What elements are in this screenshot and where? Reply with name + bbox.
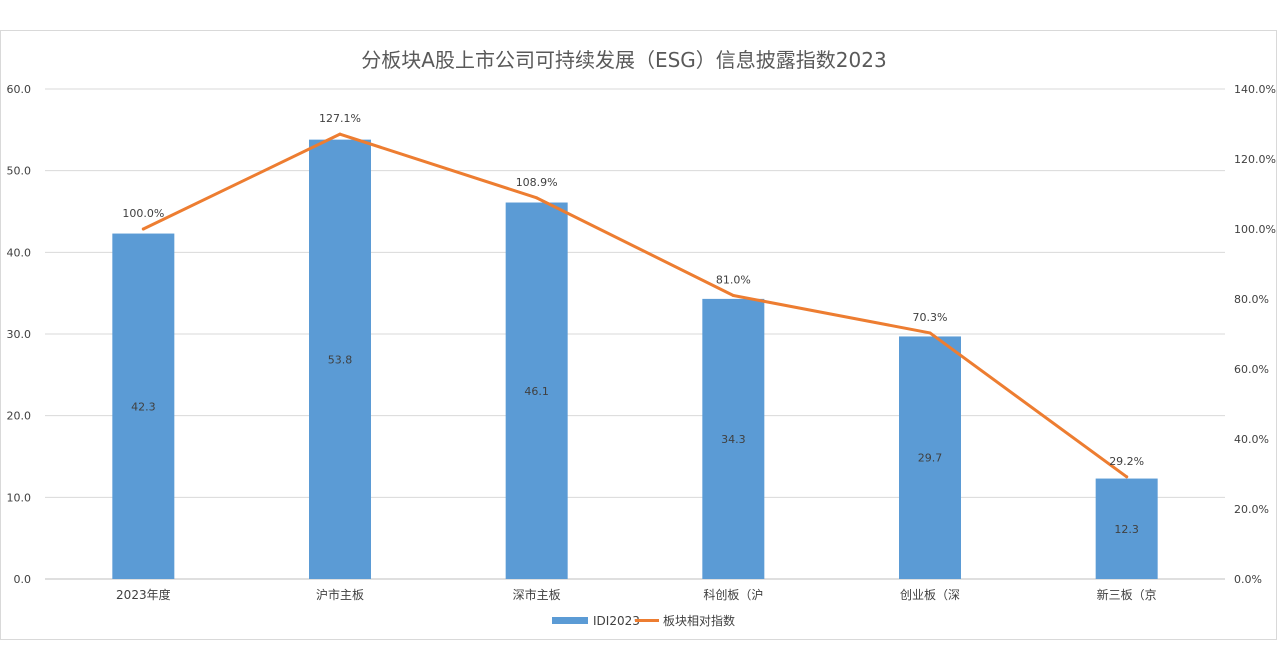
line-data-label: 127.1% [319, 112, 361, 125]
left-axis: 0.0 10.0 20.0 30.0 40.0 50.0 60.0 [7, 83, 32, 586]
chart-frame: 分板块A股上市公司可持续发展（ESG）信息披露指数2023 0.0 10.0 20.… [0, 30, 1277, 640]
gridlines [45, 88, 1225, 580]
right-tick-label: 100.0% [1234, 223, 1276, 236]
bar-data-label: 12.3 [1114, 523, 1139, 536]
category-label: 科创板（沪 [703, 588, 763, 602]
left-tick-label: 60.0 [7, 83, 32, 96]
bar-data-label: 29.7 [918, 452, 943, 465]
line-data-label: 100.0% [122, 207, 164, 220]
bar [309, 139, 371, 579]
line-series: 100.0% 127.1% 108.9% 81.0% 70.3% 29.2% [122, 112, 1144, 479]
right-tick-label: 20.0% [1234, 503, 1269, 516]
series-line [141, 132, 1129, 479]
legend-bar-label: IDI2023 [593, 614, 640, 628]
bar [112, 233, 175, 580]
legend-line-label: 板块相对指数 [663, 613, 735, 628]
right-tick-label: 120.0% [1234, 153, 1276, 166]
bar [1095, 478, 1158, 579]
bar-data-label: 42.3 [131, 400, 156, 413]
category-label: 2023年度 [116, 587, 171, 602]
left-tick-label: 0.0 [14, 573, 32, 586]
line-data-label: 70.3% [913, 311, 948, 324]
category-label: 沪市主板 [316, 587, 364, 602]
right-axis: 0.0% 20.0% 40.0% 60.0% 80.0% 100.0% 120.0% 140.… [1234, 83, 1276, 586]
left-tick-label: 50.0 [7, 165, 32, 178]
line-point [928, 331, 932, 335]
right-tick-label: 80.0% [1234, 293, 1269, 306]
category-label: 深市主板 [513, 587, 561, 602]
chart-title: 分板块A股上市公司可持续发展（ESG）信息披露指数2023 [361, 48, 886, 72]
right-tick-label: 140.0% [1234, 83, 1276, 96]
line-data-label: 108.9% [516, 176, 558, 189]
line-data-label: 29.2% [1109, 455, 1144, 468]
right-tick-label: 0.0% [1234, 573, 1262, 586]
line-point [1125, 475, 1129, 479]
line-point [338, 132, 342, 136]
legend: IDI2023 板块相对指数 [552, 613, 735, 628]
bar [899, 336, 961, 579]
left-tick-label: 10.0 [7, 491, 32, 504]
bar-series: 42.3 53.8 46.1 34.3 29.7 12.3 [112, 139, 1158, 580]
chart-svg: 分板块A股上市公司可持续发展（ESG）信息披露指数2023 0.0 10.0 20.… [7, 48, 1276, 628]
left-tick-label: 20.0 [7, 410, 32, 423]
left-tick-label: 40.0 [7, 246, 32, 259]
bar-data-label: 46.1 [524, 385, 549, 398]
category-axis: 2023年度 沪市主板 深市主板 科创板（沪 创业板（深 新三板（京 [116, 587, 1157, 602]
bar-data-label: 53.8 [328, 353, 353, 366]
right-tick-label: 60.0% [1234, 363, 1269, 376]
line-data-label: 81.0% [716, 274, 751, 287]
category-label: 创业板（深 [900, 588, 960, 602]
bar [702, 298, 765, 579]
bar [505, 202, 568, 579]
right-tick-label: 40.0% [1234, 433, 1269, 446]
line-point [731, 294, 735, 297]
line-point [535, 196, 539, 200]
bar-data-label: 34.3 [721, 433, 746, 446]
line-point [141, 227, 145, 231]
legend-bar-swatch [552, 617, 588, 624]
left-tick-label: 30.0 [7, 328, 32, 341]
category-label: 新三板（京 [1097, 587, 1157, 602]
